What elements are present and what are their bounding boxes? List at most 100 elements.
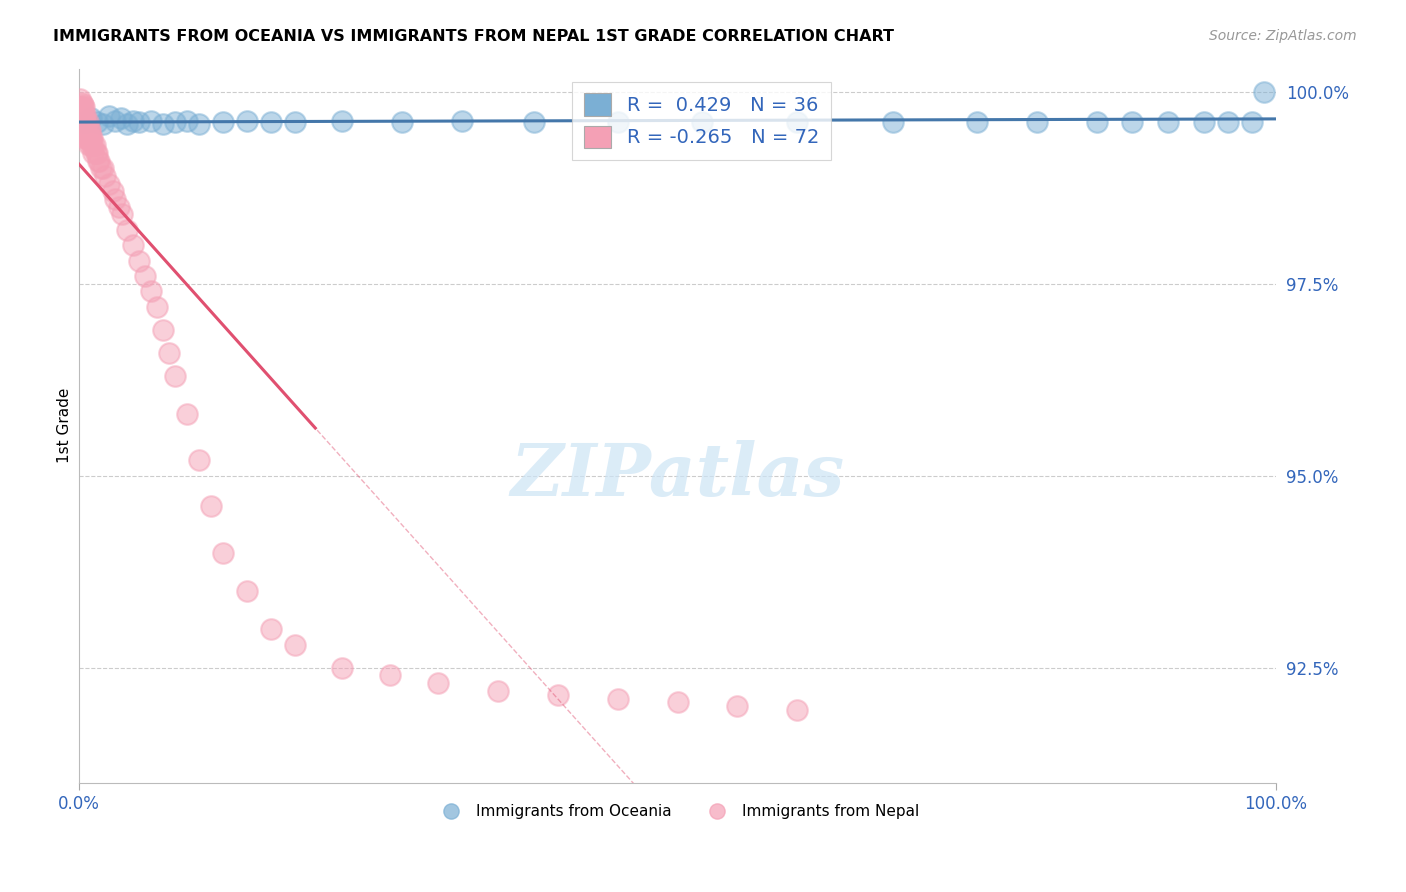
- Point: [427, 676, 450, 690]
- Point: [110, 112, 132, 126]
- Point: [727, 699, 749, 714]
- Point: [259, 623, 281, 637]
- Point: [786, 703, 808, 717]
- Point: [73, 107, 96, 121]
- Point: [139, 285, 162, 299]
- Point: [72, 123, 94, 137]
- Point: [76, 115, 98, 129]
- Point: [72, 98, 94, 112]
- Point: [70, 107, 93, 121]
- Point: [104, 192, 127, 206]
- Legend: Immigrants from Oceania, Immigrants from Nepal: Immigrants from Oceania, Immigrants from…: [430, 798, 925, 825]
- Point: [80, 112, 103, 126]
- Point: [259, 115, 281, 129]
- Point: [547, 688, 569, 702]
- Point: [966, 115, 988, 129]
- Point: [70, 96, 93, 111]
- Point: [75, 130, 97, 145]
- Point: [163, 115, 186, 129]
- Point: [73, 115, 96, 129]
- Point: [89, 153, 111, 168]
- Text: Source: ZipAtlas.com: Source: ZipAtlas.com: [1209, 29, 1357, 44]
- Point: [75, 107, 97, 121]
- Point: [284, 115, 307, 129]
- Point: [1253, 85, 1275, 99]
- Point: [111, 207, 134, 221]
- Point: [82, 146, 104, 161]
- Point: [786, 115, 808, 129]
- Point: [72, 115, 94, 129]
- Point: [79, 123, 101, 137]
- Point: [80, 138, 103, 153]
- Point: [211, 115, 233, 129]
- Point: [134, 268, 156, 283]
- Point: [606, 691, 628, 706]
- Point: [1241, 115, 1264, 129]
- Point: [666, 695, 689, 709]
- Point: [128, 115, 150, 129]
- Point: [690, 115, 713, 129]
- Point: [75, 123, 97, 137]
- Point: [235, 584, 257, 599]
- Point: [84, 146, 107, 161]
- Text: ZIPatlas: ZIPatlas: [510, 441, 845, 511]
- Point: [83, 138, 105, 153]
- Point: [1194, 115, 1216, 129]
- Point: [211, 545, 233, 559]
- Point: [122, 238, 145, 252]
- Point: [70, 115, 93, 129]
- Point: [152, 117, 174, 131]
- Point: [91, 161, 114, 176]
- Point: [72, 107, 94, 121]
- Point: [523, 115, 546, 129]
- Point: [115, 117, 138, 131]
- Point: [98, 177, 121, 191]
- Point: [94, 169, 117, 183]
- Point: [332, 113, 354, 128]
- Point: [75, 115, 97, 129]
- Point: [391, 115, 413, 129]
- Point: [486, 683, 509, 698]
- Point: [70, 100, 93, 114]
- Point: [176, 113, 198, 128]
- Point: [235, 113, 257, 128]
- Point: [90, 161, 112, 176]
- Point: [73, 100, 96, 114]
- Point: [77, 123, 100, 137]
- Point: [79, 130, 101, 145]
- Point: [107, 200, 129, 214]
- Point: [1121, 115, 1143, 129]
- Text: IMMIGRANTS FROM OCEANIA VS IMMIGRANTS FROM NEPAL 1ST GRADE CORRELATION CHART: IMMIGRANTS FROM OCEANIA VS IMMIGRANTS FR…: [53, 29, 894, 45]
- Point: [82, 130, 104, 145]
- Point: [187, 453, 209, 467]
- Point: [75, 130, 97, 145]
- Point: [139, 113, 162, 128]
- Point: [122, 113, 145, 128]
- Point: [1025, 115, 1047, 129]
- Point: [1157, 115, 1180, 129]
- Point: [101, 185, 124, 199]
- Point: [91, 117, 114, 131]
- Point: [128, 253, 150, 268]
- Point: [69, 100, 91, 114]
- Point: [69, 107, 91, 121]
- Point: [163, 368, 186, 383]
- Point: [80, 130, 103, 145]
- Point: [86, 146, 108, 161]
- Point: [75, 115, 97, 129]
- Point: [152, 323, 174, 337]
- Point: [176, 407, 198, 421]
- Point: [200, 500, 222, 514]
- Point: [1085, 115, 1108, 129]
- Point: [606, 115, 628, 129]
- Point: [86, 115, 108, 129]
- Point: [380, 668, 402, 682]
- Point: [82, 138, 104, 153]
- Y-axis label: 1st Grade: 1st Grade: [58, 388, 72, 464]
- Point: [77, 138, 100, 153]
- Point: [157, 346, 180, 360]
- Point: [104, 113, 127, 128]
- Point: [451, 113, 474, 128]
- Point: [332, 661, 354, 675]
- Point: [115, 223, 138, 237]
